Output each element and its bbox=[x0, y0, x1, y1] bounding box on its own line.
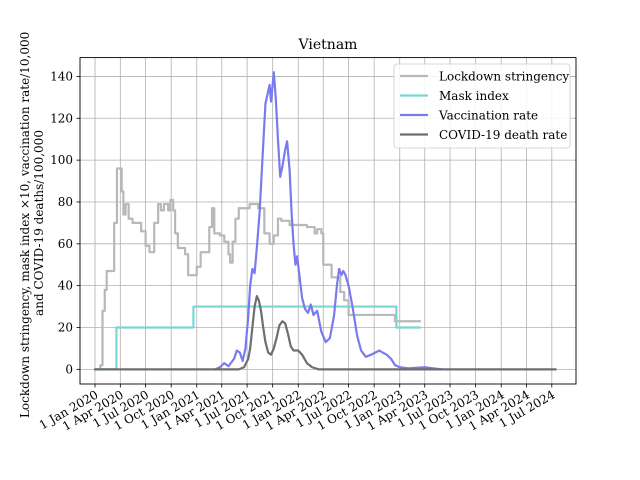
legend-label: Vaccination rate bbox=[438, 109, 538, 123]
series-line-mask-index bbox=[93, 305, 422, 371]
y-tick-label: 60 bbox=[58, 237, 73, 251]
y-tick-label: 0 bbox=[65, 362, 73, 376]
y-tick-label: 120 bbox=[50, 111, 73, 125]
legend-label: COVID-19 death rate bbox=[439, 128, 567, 142]
series-line-lockdown-stringency bbox=[93, 167, 422, 371]
y-tick-label: 140 bbox=[50, 69, 73, 83]
y-tick-label: 80 bbox=[58, 195, 73, 209]
series-layer bbox=[93, 71, 557, 371]
series-line-covid-19-death-rate bbox=[93, 295, 557, 371]
y-tick-label: 20 bbox=[58, 321, 73, 335]
legend-box bbox=[393, 63, 571, 149]
y-axis-label: Lockdown stringency, mask index ×10, vac… bbox=[18, 28, 46, 418]
y-tick-label: 100 bbox=[50, 153, 73, 167]
legend: Lockdown stringency Mask index Vaccination… bbox=[393, 63, 571, 149]
gridlines bbox=[80, 57, 576, 384]
series-line-vaccination-rate bbox=[214, 71, 443, 371]
plot-frame bbox=[79, 57, 577, 385]
legend-label: Lockdown stringency bbox=[439, 70, 569, 84]
legend-label: Mask index bbox=[439, 89, 509, 103]
y-axis-label-line-2: and COVID-19 deaths/100,000 bbox=[32, 130, 46, 316]
chart-title: Vietnam bbox=[298, 37, 358, 53]
y-tick-label: 40 bbox=[58, 279, 73, 293]
y-axis-label-line-1: Lockdown stringency, mask index ×10, vac… bbox=[18, 32, 32, 418]
